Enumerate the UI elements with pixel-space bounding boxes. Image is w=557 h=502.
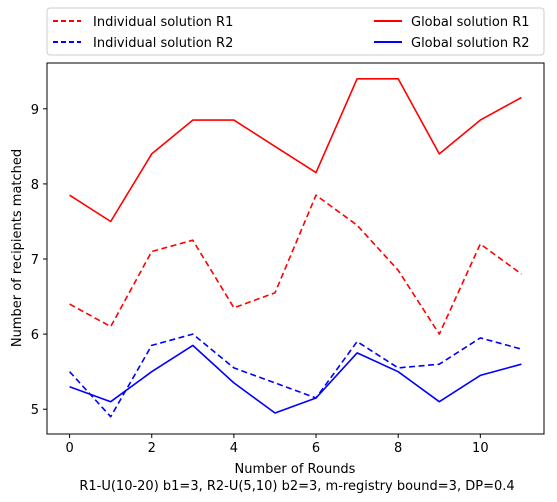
x-axis-sublabel: R1-U(10-20) b1=3, R2-U(5,10) b2=3, m-reg…	[79, 479, 514, 494]
x-tick-label: 6	[312, 441, 320, 456]
y-axis-label: Number of recipients matched	[10, 149, 25, 347]
y-tick-label: 5	[31, 403, 39, 418]
legend-label-individual-r1: Individual solution R1	[93, 15, 233, 30]
series-line-individual-solution-r2	[69, 333, 522, 418]
y-tick-label: 9	[31, 103, 39, 118]
legend-label-global-r1: Global solution R1	[411, 15, 530, 30]
series-line-global-solution-r2	[69, 344, 522, 414]
x-tick-label: 8	[394, 441, 402, 456]
x-tick-label: 10	[472, 441, 489, 456]
axis-ticks: 0 2 4 6 8 10 5 6 7 8 9	[31, 103, 489, 456]
x-tick-label: 0	[65, 441, 73, 456]
x-tick-label: 2	[148, 441, 156, 456]
series-line-individual-solution-r1	[69, 194, 522, 335]
legend-label-individual-r2: Individual solution R2	[93, 36, 233, 51]
y-tick-label: 8	[31, 178, 39, 193]
x-tick-label: 4	[230, 441, 238, 456]
y-tick-label: 6	[31, 328, 39, 343]
series-lines	[69, 78, 522, 418]
y-tick-label: 7	[31, 253, 39, 268]
plot-frame	[46, 62, 545, 435]
legend: Individual solution R1 Individual soluti…	[46, 7, 545, 56]
series-line-global-solution-r1	[69, 78, 522, 223]
legend-label-global-r2: Global solution R2	[411, 36, 530, 51]
x-axis-label: Number of Rounds	[235, 462, 356, 477]
legend-frame	[46, 7, 545, 56]
